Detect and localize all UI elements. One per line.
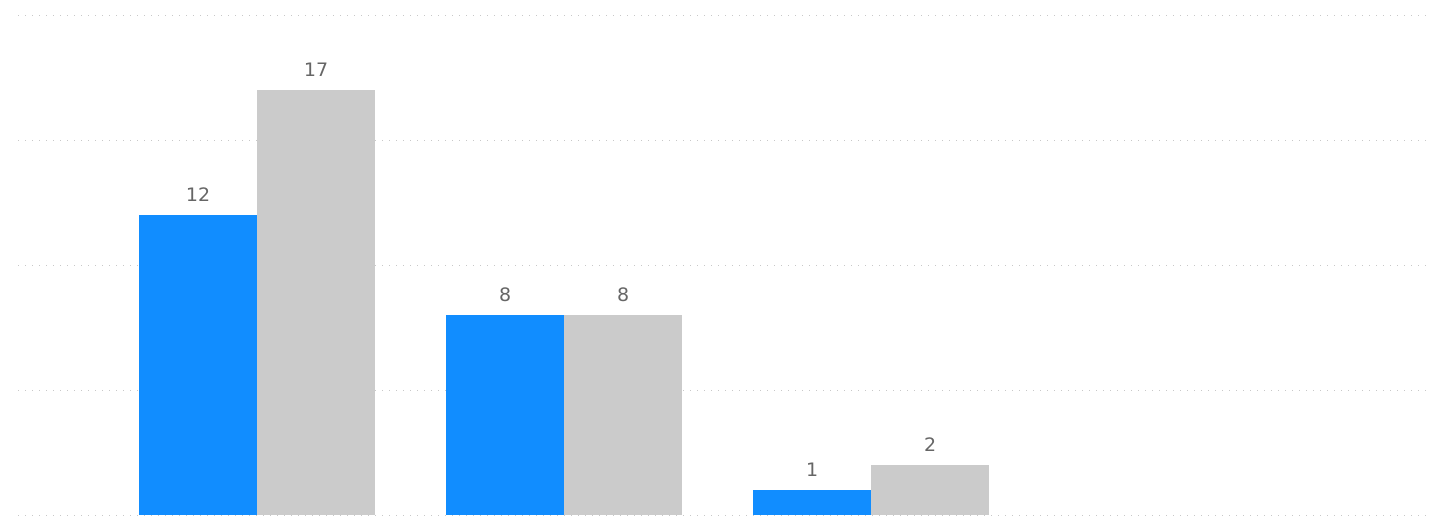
bar-series-1-group-3[interactable] xyxy=(753,490,871,515)
data-label-series-2-group-1: 17 xyxy=(304,59,328,81)
data-label-series-1-group-2: 8 xyxy=(499,284,511,306)
bar-series-2-group-2[interactable] xyxy=(564,315,682,515)
data-label-series-2-group-2: 8 xyxy=(617,284,629,306)
data-label-series-1-group-1: 12 xyxy=(186,184,210,206)
bar-series-1-group-2[interactable] xyxy=(446,315,564,515)
bar-series-1-group-1[interactable] xyxy=(139,215,257,515)
bar-series-2-group-3[interactable] xyxy=(871,465,989,515)
bars xyxy=(139,90,989,515)
data-label-series-1-group-3: 1 xyxy=(806,459,818,481)
data-label-series-2-group-3: 2 xyxy=(924,434,936,456)
bar-series-2-group-1[interactable] xyxy=(257,90,375,515)
